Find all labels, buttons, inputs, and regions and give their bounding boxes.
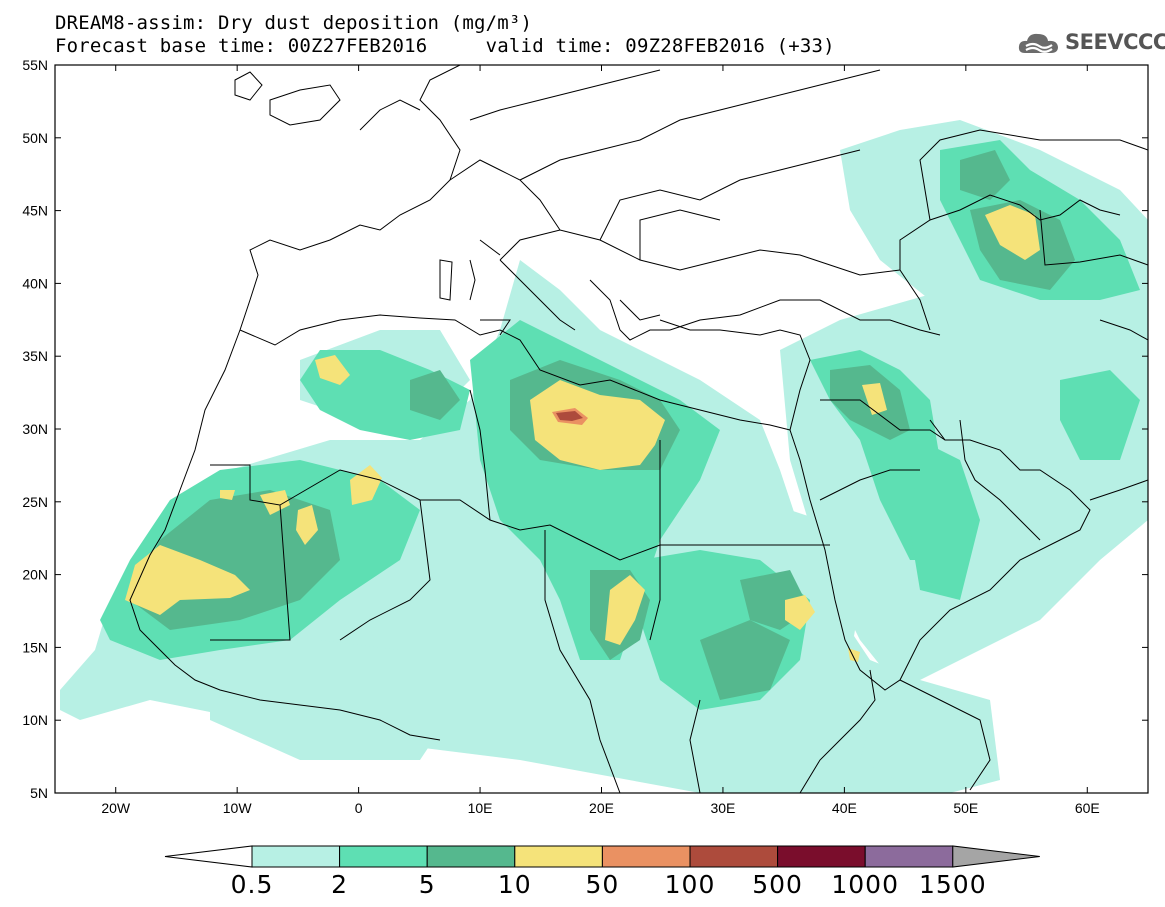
lon-tick-label: 20E [589, 800, 614, 816]
legend-overflow-triangle [952, 845, 1040, 868]
lat-tick-label: 35N [22, 348, 48, 364]
legend-label: 0.5 [230, 870, 274, 899]
lon-tick-label: 50E [953, 800, 978, 816]
lat-tick-label: 20N [22, 567, 48, 583]
lon-tick-label: 20W [101, 800, 131, 816]
legend-label: 5 [418, 870, 436, 899]
lat-tick-label: 45N [22, 203, 48, 219]
map-title: DREAM8-assim: Dry dust deposition (mg/m³… [55, 12, 533, 34]
deposition-level-100 [556, 411, 583, 421]
lon-tick-label: 60E [1075, 800, 1100, 816]
logo-text: SEEVCCC [1065, 30, 1165, 54]
legend-color-box [514, 845, 603, 868]
lat-tick-label: 50N [22, 130, 48, 146]
lon-tick-label: 30E [710, 800, 735, 816]
cloud-icon [1018, 33, 1058, 53]
lon-tick-label: 0 [355, 800, 363, 816]
lon-tick-label: 10E [468, 800, 493, 816]
legend-label: 100 [664, 870, 716, 899]
legend-underflow-triangle [164, 845, 253, 868]
legend-color-box [689, 845, 779, 868]
legend-label: 2 [331, 870, 349, 899]
lat-tick-label: 30N [22, 421, 48, 437]
legend-label: 500 [752, 870, 803, 899]
lat-tick-label: 55N [22, 57, 48, 73]
lat-tick-label: 10N [22, 712, 48, 728]
lon-tick-label: 10W [223, 800, 253, 816]
legend-label: 10 [497, 870, 532, 899]
lon-tick-label: 40E [832, 800, 857, 816]
legend-label: 50 [585, 870, 620, 899]
longitude-axis: 20W 10W 0 10E 20E 30E 40E 50E 60E [101, 65, 1100, 816]
lat-tick-label: 15N [22, 639, 48, 655]
legend-color-box [777, 845, 866, 868]
legend-color-box [601, 845, 691, 868]
legend-color-box [251, 845, 341, 868]
latitude-axis: 55N 50N 45N 40N 35N 30N 25N 20N 15N 10N 5N [22, 57, 1148, 801]
legend-color-box [339, 845, 428, 868]
legend-color-box [426, 845, 516, 868]
lat-tick-label: 25N [22, 494, 48, 510]
forecast-time-line: Forecast base time: 00Z27FEB2016 valid t… [55, 35, 835, 57]
coastlines-and-borders [129, 65, 1148, 793]
lat-tick-label: 40N [22, 275, 48, 291]
lat-tick-label: 5N [30, 785, 48, 801]
legend-label: 1500 [918, 870, 987, 899]
legend-label: 1000 [831, 870, 899, 899]
seevccc-logo: SEEVCCC [1017, 28, 1165, 56]
deposition-level-10 [125, 205, 1040, 662]
legend-color-box [864, 845, 954, 868]
